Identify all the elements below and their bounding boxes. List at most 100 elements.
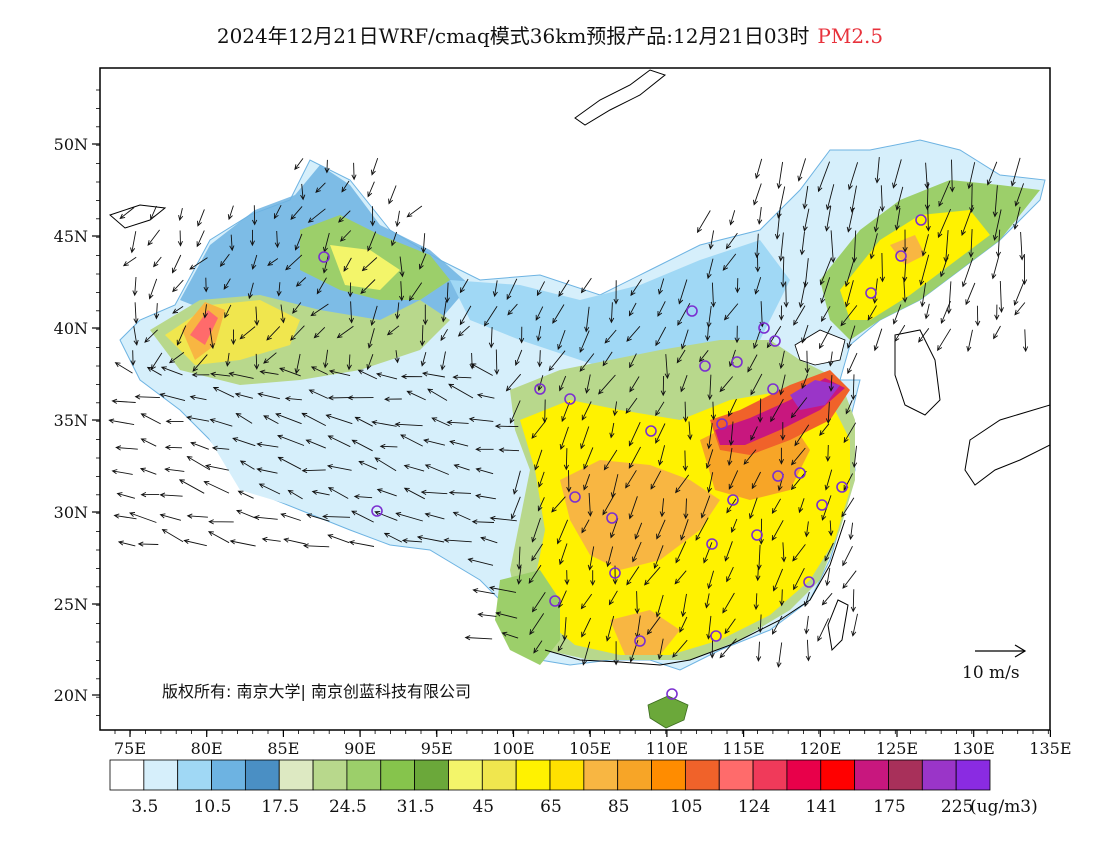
- lon-label: 100E: [492, 739, 534, 758]
- legend-label: 124: [738, 797, 770, 817]
- wind-arrow: [558, 279, 570, 297]
- wind-arrow: [347, 395, 374, 401]
- field-yellow-northeast: [840, 210, 990, 320]
- wind-arrow: [755, 255, 761, 273]
- wind-arrow: [328, 369, 351, 377]
- wind-arrow: [700, 495, 711, 519]
- wind-arrow: [292, 302, 302, 314]
- south-coast-outline: [544, 519, 846, 666]
- wind-arrow: [316, 277, 327, 295]
- wind-arrow: [290, 206, 303, 220]
- wind-arrow: [535, 306, 544, 321]
- wind-arrow: [219, 253, 230, 267]
- wind-arrow: [608, 590, 618, 606]
- wind-arrow: [755, 566, 761, 582]
- wind-arrow: [459, 305, 472, 326]
- wind-arrow: [210, 371, 231, 377]
- wind-arrow: [361, 257, 378, 272]
- wind-arrow: [706, 258, 714, 280]
- wind-arrow: [781, 542, 787, 563]
- legend-swatch: [820, 759, 856, 791]
- wind-arrow: [747, 354, 758, 373]
- wind-arrow: [873, 208, 880, 233]
- wind-arrow: [557, 329, 566, 351]
- wind-arrow: [724, 541, 733, 562]
- wind-arrow: [584, 306, 590, 333]
- wind-arrow: [440, 328, 448, 342]
- wind-arrow: [327, 534, 350, 544]
- wind-arrow: [561, 402, 570, 423]
- wind-arrow: [754, 158, 763, 180]
- wind-arrow: [280, 512, 301, 521]
- wind-arrow: [802, 208, 810, 232]
- wind-arrow: [347, 282, 353, 298]
- wind-arrow: [498, 447, 520, 453]
- city-marker: [710, 630, 722, 642]
- wind-arrow: [300, 183, 306, 201]
- wind-arrow: [164, 467, 185, 473]
- wind-arrow: [370, 305, 378, 326]
- wind-arrow: [383, 532, 403, 543]
- lat-label: 20N: [54, 686, 88, 705]
- wind-arrow: [275, 413, 302, 425]
- lake-outline: [109, 204, 167, 229]
- wind-arrow: [552, 304, 565, 324]
- city-marker: [645, 425, 657, 437]
- wind-arrow: [225, 352, 231, 367]
- wind-arrow: [779, 350, 785, 370]
- wind-arrow: [419, 325, 425, 347]
- wind-arrow: [590, 570, 596, 586]
- wind-arrow: [719, 376, 734, 393]
- wind-arrow: [757, 398, 763, 423]
- wind-arrow: [682, 450, 688, 472]
- wind-arrow: [403, 487, 426, 500]
- wind-arrow: [343, 257, 352, 272]
- wind-arrow: [164, 444, 183, 451]
- wind-arrow: [902, 277, 908, 303]
- copyright-text: 版权所有: 南京大学| 南京创蓝科技有限公司: [162, 682, 471, 701]
- wind-arrow: [587, 492, 593, 517]
- wind-arrow: [902, 229, 908, 253]
- wind-arrow: [794, 424, 810, 447]
- legend-swatch: [481, 759, 517, 791]
- wind-arrow: [492, 280, 498, 298]
- wind-arrow: [722, 253, 737, 271]
- wind-arrow: [189, 257, 208, 270]
- wind-arrow: [843, 422, 857, 444]
- city-markers: [318, 214, 927, 700]
- wind-arrow: [634, 591, 640, 615]
- wind-arrow: [779, 374, 786, 396]
- wind-arrow: [353, 494, 373, 500]
- wind-arrow: [698, 350, 709, 363]
- field-hotspot-kashgar-core: [190, 310, 218, 345]
- wind-arrow: [111, 469, 133, 475]
- city-marker: [794, 467, 806, 479]
- wind-arrow: [191, 372, 210, 378]
- wind-arrow: [994, 304, 1000, 321]
- legend-swatch: [346, 759, 382, 791]
- wind-arrow: [137, 541, 159, 547]
- wind-arrow: [580, 277, 592, 294]
- wind-arrow: [471, 519, 495, 525]
- field-orange-changchun: [890, 235, 925, 265]
- wind-arrow: [729, 210, 736, 226]
- wind-arrow: [400, 434, 423, 447]
- wind-arrow: [237, 490, 254, 499]
- wind-arrow: [696, 210, 711, 234]
- wind-arrow: [710, 401, 717, 421]
- wind-arrow: [583, 474, 591, 491]
- city-marker: [915, 214, 927, 226]
- wind-arrow: [650, 470, 662, 490]
- legend-swatch: [312, 759, 348, 791]
- wind-arrow: [457, 325, 470, 337]
- wind-arrow: [743, 449, 757, 465]
- wind-arrow: [253, 514, 278, 521]
- wind-arrow: [133, 326, 139, 346]
- wind-arrow: [551, 496, 566, 513]
- wind-arrow: [778, 305, 784, 321]
- wind-arrow: [176, 325, 187, 346]
- city-marker: [769, 335, 781, 347]
- wind-arrow: [602, 351, 613, 367]
- wind-arrow: [658, 445, 666, 466]
- wind-arrow: [441, 301, 447, 323]
